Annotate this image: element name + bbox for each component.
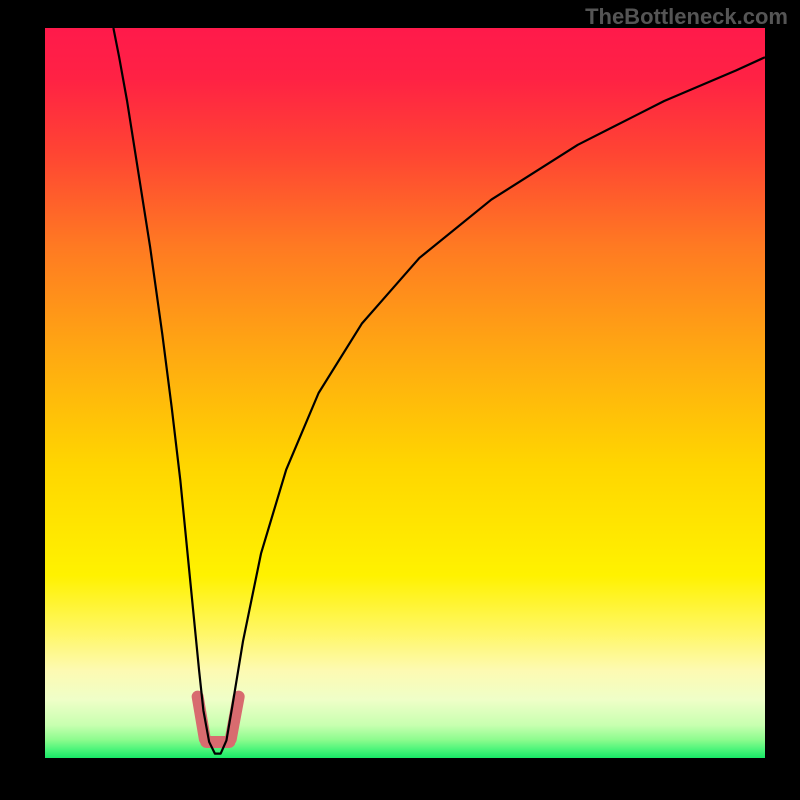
gradient-background <box>45 28 765 758</box>
bottleneck-chart <box>0 0 800 800</box>
watermark-text: TheBottleneck.com <box>585 4 788 30</box>
chart-figure: TheBottleneck.com <box>0 0 800 800</box>
